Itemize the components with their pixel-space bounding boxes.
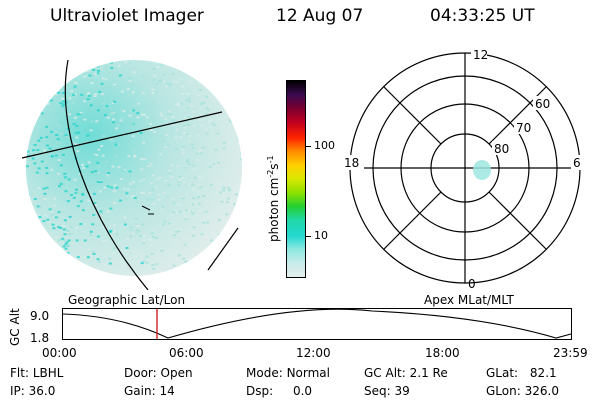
instrument-title: Ultraviolet Imager <box>50 6 204 26</box>
door-status: Door: Open <box>124 366 193 380</box>
polar-mlat-mlt-plot: 12 18 6 0 60 70 80 <box>342 48 583 290</box>
x-tick-0600: 06:00 <box>169 346 204 360</box>
colorbar-unit: photon cm-2s-1 <box>266 155 281 242</box>
mlat-label-70: 70 <box>516 121 531 135</box>
gcalt-status: GC Alt: 2.1 Re <box>364 366 448 380</box>
mlt-label-6: 6 <box>573 156 581 170</box>
geo-latitude-line <box>21 111 223 159</box>
y-tick-low: 1.8 <box>30 331 50 345</box>
time-label: 04:33:25 UT <box>430 6 535 26</box>
mlt-label-18: 18 <box>344 156 359 170</box>
mlat-label-80: 80 <box>494 142 509 156</box>
geo-edge-line <box>207 227 239 271</box>
glat-status: GLat: 82.1 <box>486 366 557 380</box>
mlt-label-12: 12 <box>473 48 488 62</box>
polar-emission-patch <box>473 160 491 180</box>
mlt-label-0: 0 <box>468 277 476 290</box>
date-label: 12 Aug 07 <box>276 6 364 26</box>
color-scale-bar <box>286 80 306 278</box>
auroral-image <box>21 59 242 290</box>
colorbar-tick-10: 10 <box>314 229 328 242</box>
geo-longitude-line <box>64 59 149 290</box>
glon-status: GLon: 326.0 <box>486 384 559 398</box>
x-tick-2359: 23:59 <box>553 346 588 360</box>
apex-title: Apex MLat/MLT <box>424 293 514 307</box>
ip-status: IP: 36.0 <box>10 384 56 398</box>
geo-marker <box>141 205 154 215</box>
x-tick-0000: 00:00 <box>42 346 77 360</box>
gc-alt-axis-label: GC Alt <box>8 308 22 346</box>
x-tick-1800: 18:00 <box>425 346 460 360</box>
orbit-altitude-strip <box>62 308 572 340</box>
x-tick-1200: 12:00 <box>296 346 331 360</box>
filter-status: Flt: LBHL <box>10 366 64 380</box>
mode-status: Mode: Normal <box>246 366 330 380</box>
dsp-status: Dsp: 0.0 <box>246 384 313 398</box>
y-tick-high: 9.0 <box>30 309 50 323</box>
geographic-title: Geographic Lat/Lon <box>68 293 186 307</box>
altitude-curve <box>62 308 572 339</box>
colorbar-tick-100: 100 <box>314 139 335 152</box>
gain-status: Gain: 14 <box>124 384 175 398</box>
seq-status: Seq: 39 <box>364 384 410 398</box>
mlat-label-60: 60 <box>535 97 550 111</box>
